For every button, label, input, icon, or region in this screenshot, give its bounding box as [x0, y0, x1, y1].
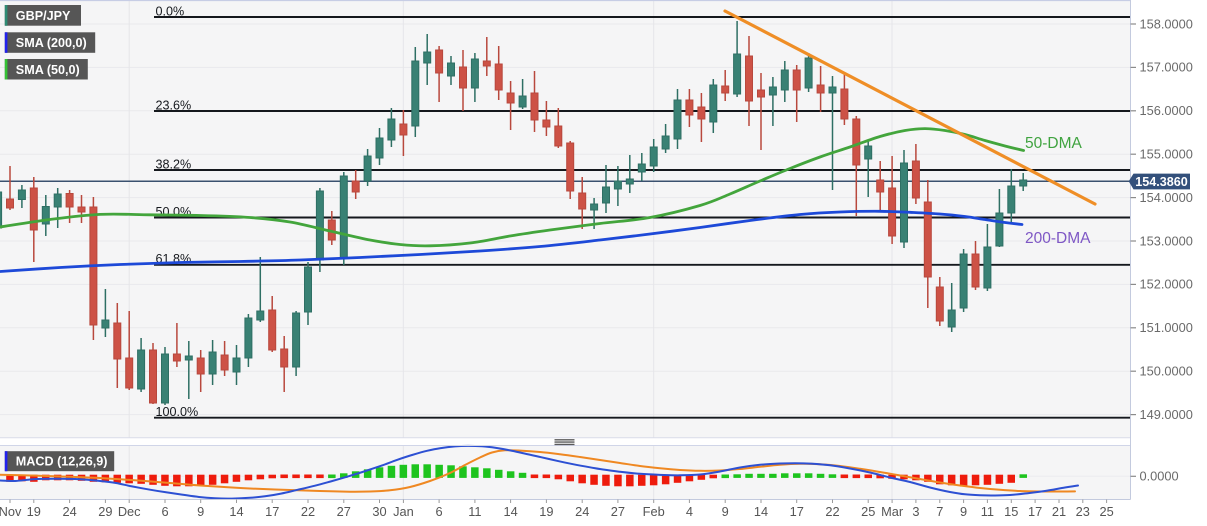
svg-text:30: 30 — [372, 504, 386, 519]
svg-text:9: 9 — [197, 504, 204, 519]
svg-text:SMA (50,0): SMA (50,0) — [16, 63, 80, 77]
svg-text:6: 6 — [436, 504, 443, 519]
svg-text:0.0000: 0.0000 — [1140, 469, 1179, 484]
svg-text:Mar: Mar — [881, 504, 904, 519]
svg-text:157.0000: 157.0000 — [1140, 60, 1193, 75]
svg-text:50-DMA: 50-DMA — [1025, 135, 1083, 152]
svg-text:150.0000: 150.0000 — [1140, 364, 1193, 379]
svg-text:SMA (200,0): SMA (200,0) — [16, 36, 87, 50]
svg-text:25: 25 — [1099, 504, 1113, 519]
svg-text:Nov: Nov — [0, 504, 22, 519]
svg-text:152.0000: 152.0000 — [1140, 277, 1193, 292]
svg-text:24: 24 — [62, 504, 76, 519]
svg-text:23: 23 — [1076, 504, 1090, 519]
svg-text:27: 27 — [337, 504, 351, 519]
svg-text:22: 22 — [825, 504, 839, 519]
svg-text:24: 24 — [575, 504, 589, 519]
svg-text:200-DMA: 200-DMA — [1025, 230, 1091, 247]
svg-text:3: 3 — [912, 504, 919, 519]
svg-text:154.3860: 154.3860 — [1135, 175, 1188, 189]
svg-text:MACD (12,26,9): MACD (12,26,9) — [16, 455, 108, 469]
svg-text:9: 9 — [722, 504, 729, 519]
svg-text:22: 22 — [301, 504, 315, 519]
svg-text:7: 7 — [936, 504, 943, 519]
svg-text:27: 27 — [611, 504, 625, 519]
svg-text:25: 25 — [861, 504, 875, 519]
svg-text:Dec: Dec — [118, 504, 141, 519]
svg-text:14: 14 — [503, 504, 517, 519]
svg-text:50.0%: 50.0% — [156, 205, 192, 219]
svg-text:38.2%: 38.2% — [156, 157, 192, 171]
svg-text:0.0%: 0.0% — [156, 4, 185, 18]
svg-text:29: 29 — [98, 504, 112, 519]
svg-text:155.0000: 155.0000 — [1140, 147, 1193, 162]
svg-text:17: 17 — [265, 504, 279, 519]
svg-text:156.0000: 156.0000 — [1140, 103, 1193, 118]
svg-text:15: 15 — [1004, 504, 1018, 519]
svg-text:21: 21 — [1052, 504, 1066, 519]
svg-text:14: 14 — [754, 504, 768, 519]
svg-text:17: 17 — [1028, 504, 1042, 519]
svg-text:23.6%: 23.6% — [156, 98, 192, 112]
svg-text:Feb: Feb — [643, 504, 665, 519]
svg-text:158.0000: 158.0000 — [1140, 16, 1193, 31]
svg-text:19: 19 — [27, 504, 41, 519]
svg-text:GBP/JPY: GBP/JPY — [16, 9, 71, 23]
svg-text:11: 11 — [981, 504, 994, 519]
svg-text:17: 17 — [790, 504, 804, 519]
svg-text:100.0%: 100.0% — [156, 405, 199, 419]
svg-text:6: 6 — [161, 504, 168, 519]
svg-text:14: 14 — [229, 504, 243, 519]
svg-text:9: 9 — [960, 504, 967, 519]
svg-text:153.0000: 153.0000 — [1140, 233, 1193, 248]
svg-text:11: 11 — [468, 504, 481, 519]
svg-text:4: 4 — [686, 504, 693, 519]
svg-text:149.0000: 149.0000 — [1140, 407, 1193, 422]
svg-text:154.0000: 154.0000 — [1140, 190, 1193, 205]
svg-text:19: 19 — [539, 504, 553, 519]
svg-text:151.0000: 151.0000 — [1140, 320, 1193, 335]
svg-text:Jan: Jan — [393, 504, 414, 519]
